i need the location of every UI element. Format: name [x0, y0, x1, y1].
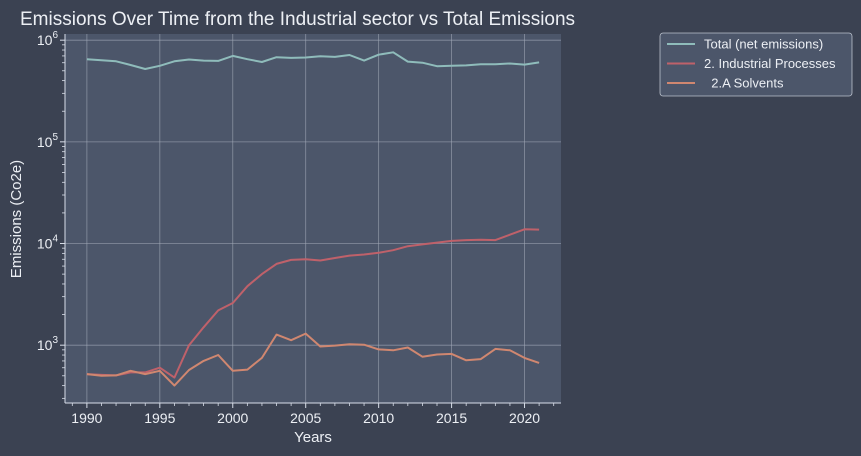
- series-line-1: [86, 51, 540, 70]
- x-axis-label: Years: [294, 429, 332, 446]
- y-tick-label: 105: [37, 132, 59, 150]
- legend-item-1: Total (net emissions): [667, 37, 823, 52]
- plot-area: [65, 34, 561, 403]
- legend-label: 2. Industrial Processes: [704, 56, 836, 71]
- x-tick-label: 2020: [509, 410, 540, 426]
- y-tick-label: 103: [37, 335, 59, 353]
- legend: Total (net emissions) 2. Industrial Proce…: [659, 32, 853, 97]
- axes: 1990 1995 2000 2005 2010 2015 2020 103 104 105 106: [37, 30, 561, 426]
- legend-item-2: 2. Industrial Processes: [667, 56, 836, 71]
- legend-label: 2.A Solvents: [704, 76, 784, 91]
- y-axis-label: Emissions (Co2e): [8, 160, 25, 278]
- y-tick-label: 104: [37, 234, 59, 252]
- x-tick-label: 2010: [363, 410, 394, 426]
- x-tick-label: 2000: [217, 410, 248, 426]
- x-tick-label: 2015: [436, 410, 467, 426]
- legend-label: Total (net emissions): [704, 37, 823, 52]
- x-tick-label: 1995: [144, 410, 175, 426]
- series-line-3: [86, 332, 540, 387]
- x-tick-label: 1990: [71, 410, 102, 426]
- legend-box: [659, 32, 853, 97]
- x-tick-label: 2005: [290, 410, 321, 426]
- series-layer: [86, 51, 540, 387]
- grid-lines: [65, 34, 561, 403]
- series-line-2: [86, 228, 540, 379]
- y-tick-label: 106: [37, 30, 59, 48]
- chart-title: Emissions Over Time from the Industrial …: [20, 9, 575, 30]
- legend-item-3: 2.A Solvents: [667, 76, 784, 91]
